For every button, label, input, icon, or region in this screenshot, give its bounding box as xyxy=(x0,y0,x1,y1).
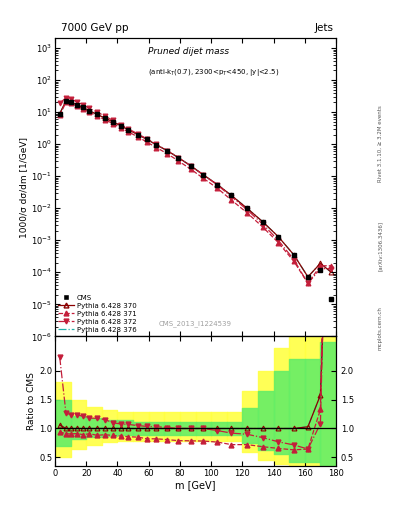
Text: CMS_2013_I1224539: CMS_2013_I1224539 xyxy=(159,321,232,328)
Text: (anti-k$_T$(0.7), 2300<p$_T$<450, |y|<2.5): (anti-k$_T$(0.7), 2300<p$_T$<450, |y|<2.… xyxy=(148,67,279,78)
Y-axis label: 1000/σ dσ/dm [1/GeV]: 1000/σ dσ/dm [1/GeV] xyxy=(19,137,28,238)
X-axis label: m [GeV]: m [GeV] xyxy=(175,480,216,490)
Text: Rivet 3.1.10, ≥ 3.2M events: Rivet 3.1.10, ≥ 3.2M events xyxy=(378,105,383,182)
Text: Jets: Jets xyxy=(315,23,334,33)
Text: [arXiv:1306.3436]: [arXiv:1306.3436] xyxy=(378,221,383,271)
Y-axis label: Ratio to CMS: Ratio to CMS xyxy=(28,372,36,430)
Text: 7000 GeV pp: 7000 GeV pp xyxy=(61,23,129,33)
Legend: CMS, Pythia 6.428 370, Pythia 6.428 371, Pythia 6.428 372, Pythia 6.428 376: CMS, Pythia 6.428 370, Pythia 6.428 371,… xyxy=(59,294,136,333)
Text: mcplots.cern.ch: mcplots.cern.ch xyxy=(378,306,383,350)
Text: Pruned dijet mass: Pruned dijet mass xyxy=(148,47,229,56)
